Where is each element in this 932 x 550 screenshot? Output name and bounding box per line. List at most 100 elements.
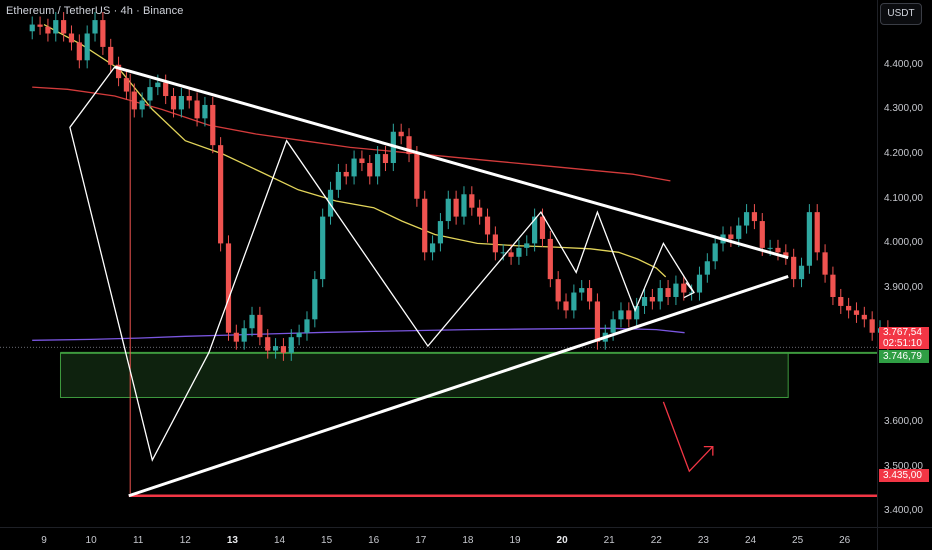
candle-body	[649, 296, 655, 302]
candle-body	[29, 24, 35, 32]
candle-body	[37, 24, 43, 27]
last-price-tag: 3.767,54	[879, 327, 929, 338]
candle-body	[508, 252, 514, 257]
currency-button[interactable]: USDT	[880, 3, 922, 25]
candle-body	[280, 346, 287, 353]
time-axis-tick-label: 15	[321, 535, 333, 546]
candle-body	[139, 100, 145, 110]
time-axis-tick-label: 23	[697, 535, 709, 546]
candle-body	[61, 20, 67, 34]
low-level-price-tag: 3.435,00	[879, 469, 929, 482]
candle-body	[461, 194, 467, 217]
purple-ma-line	[32, 327, 685, 341]
time-axis-tick-label: 21	[603, 535, 615, 546]
candle-body	[414, 154, 420, 199]
support-zone	[59, 352, 789, 398]
candle-body	[704, 261, 710, 275]
support-zone-layer	[0, 346, 877, 497]
candle-body	[634, 305, 640, 320]
candle-body	[641, 296, 648, 306]
time-axis-tick-label: 11	[132, 535, 144, 546]
candle-body	[218, 145, 224, 244]
candle-body	[186, 96, 192, 101]
candle-body	[437, 221, 444, 244]
candle-body	[288, 337, 294, 353]
time-axis-tick-label: 26	[839, 535, 851, 546]
candle-body	[516, 247, 522, 257]
candle-body	[673, 283, 679, 297]
candle-body	[492, 234, 498, 253]
candle-body	[618, 310, 624, 320]
candle-body	[163, 82, 169, 97]
time-axis-tick-label: 25	[792, 535, 804, 546]
support-price-tag: 3.746,79	[879, 350, 929, 363]
candle-body	[798, 265, 805, 280]
candle-body	[335, 171, 341, 190]
yellow-ma-line	[43, 24, 667, 278]
candle-body	[327, 189, 334, 217]
time-axis-tick-label: 16	[368, 535, 380, 546]
candle-body	[272, 346, 279, 351]
candle-body	[382, 154, 389, 164]
candle-body	[783, 252, 789, 257]
candle-body	[610, 319, 616, 333]
candle-body	[170, 96, 177, 110]
candle-body	[484, 216, 491, 235]
candle-body	[375, 154, 381, 177]
time-axis-tick-label: 22	[650, 535, 662, 546]
projection-arrow	[662, 401, 714, 473]
candle-body	[265, 337, 271, 351]
candle-body	[791, 256, 797, 280]
price-axis-tick-label: 4.200,00	[884, 148, 923, 160]
time-axis-tick-label: 17	[415, 535, 427, 546]
price-axis-tick-label: 4.300,00	[884, 103, 923, 115]
candle-body	[210, 104, 216, 146]
candle-body	[869, 319, 875, 333]
price-axis-tick-label: 4.400,00	[884, 58, 923, 70]
candle-body	[53, 20, 59, 34]
candle-body	[320, 216, 326, 280]
candle-body	[92, 20, 98, 34]
candle-body	[555, 279, 561, 302]
candle-body	[123, 78, 130, 92]
candle-body	[861, 314, 867, 320]
candle-body	[775, 247, 781, 253]
candle-body	[312, 279, 318, 320]
candle-body	[453, 198, 459, 217]
time-axis-tick-label: 9	[41, 535, 47, 546]
candle-body	[696, 274, 703, 293]
candle-body	[100, 20, 106, 47]
price-axis-tick-label: 3.600,00	[884, 416, 923, 428]
candle-body	[626, 310, 632, 320]
candle-body	[814, 212, 820, 253]
candle-body	[108, 46, 114, 65]
candle-body	[115, 64, 122, 79]
candle-body	[743, 212, 750, 226]
candle-body	[445, 198, 451, 222]
candle-body	[406, 136, 412, 155]
candle-body	[359, 158, 365, 164]
candle-body	[500, 252, 506, 254]
candle-body	[579, 288, 585, 293]
price-axis-tick-label: 4.100,00	[884, 192, 923, 204]
time-axis-tick-label: 14	[273, 535, 286, 546]
candle-body	[806, 212, 812, 266]
candle-body	[225, 243, 232, 333]
candle-body	[249, 314, 255, 329]
candle-body	[76, 42, 82, 61]
zigzag-arrowhead	[683, 282, 695, 299]
candle-body	[563, 301, 569, 311]
candle-body	[367, 163, 373, 177]
candle-body	[202, 104, 208, 119]
upper-trendline	[114, 65, 789, 260]
candle-body	[838, 296, 844, 306]
pattern-zigzag	[69, 66, 695, 462]
candle-body	[822, 252, 828, 275]
candle-body	[68, 33, 75, 43]
price-axis-tick-label: 4.000,00	[884, 237, 923, 249]
candle-body	[233, 332, 239, 342]
time-axis-tick-label: 10	[85, 535, 97, 546]
candle-body	[296, 332, 302, 338]
